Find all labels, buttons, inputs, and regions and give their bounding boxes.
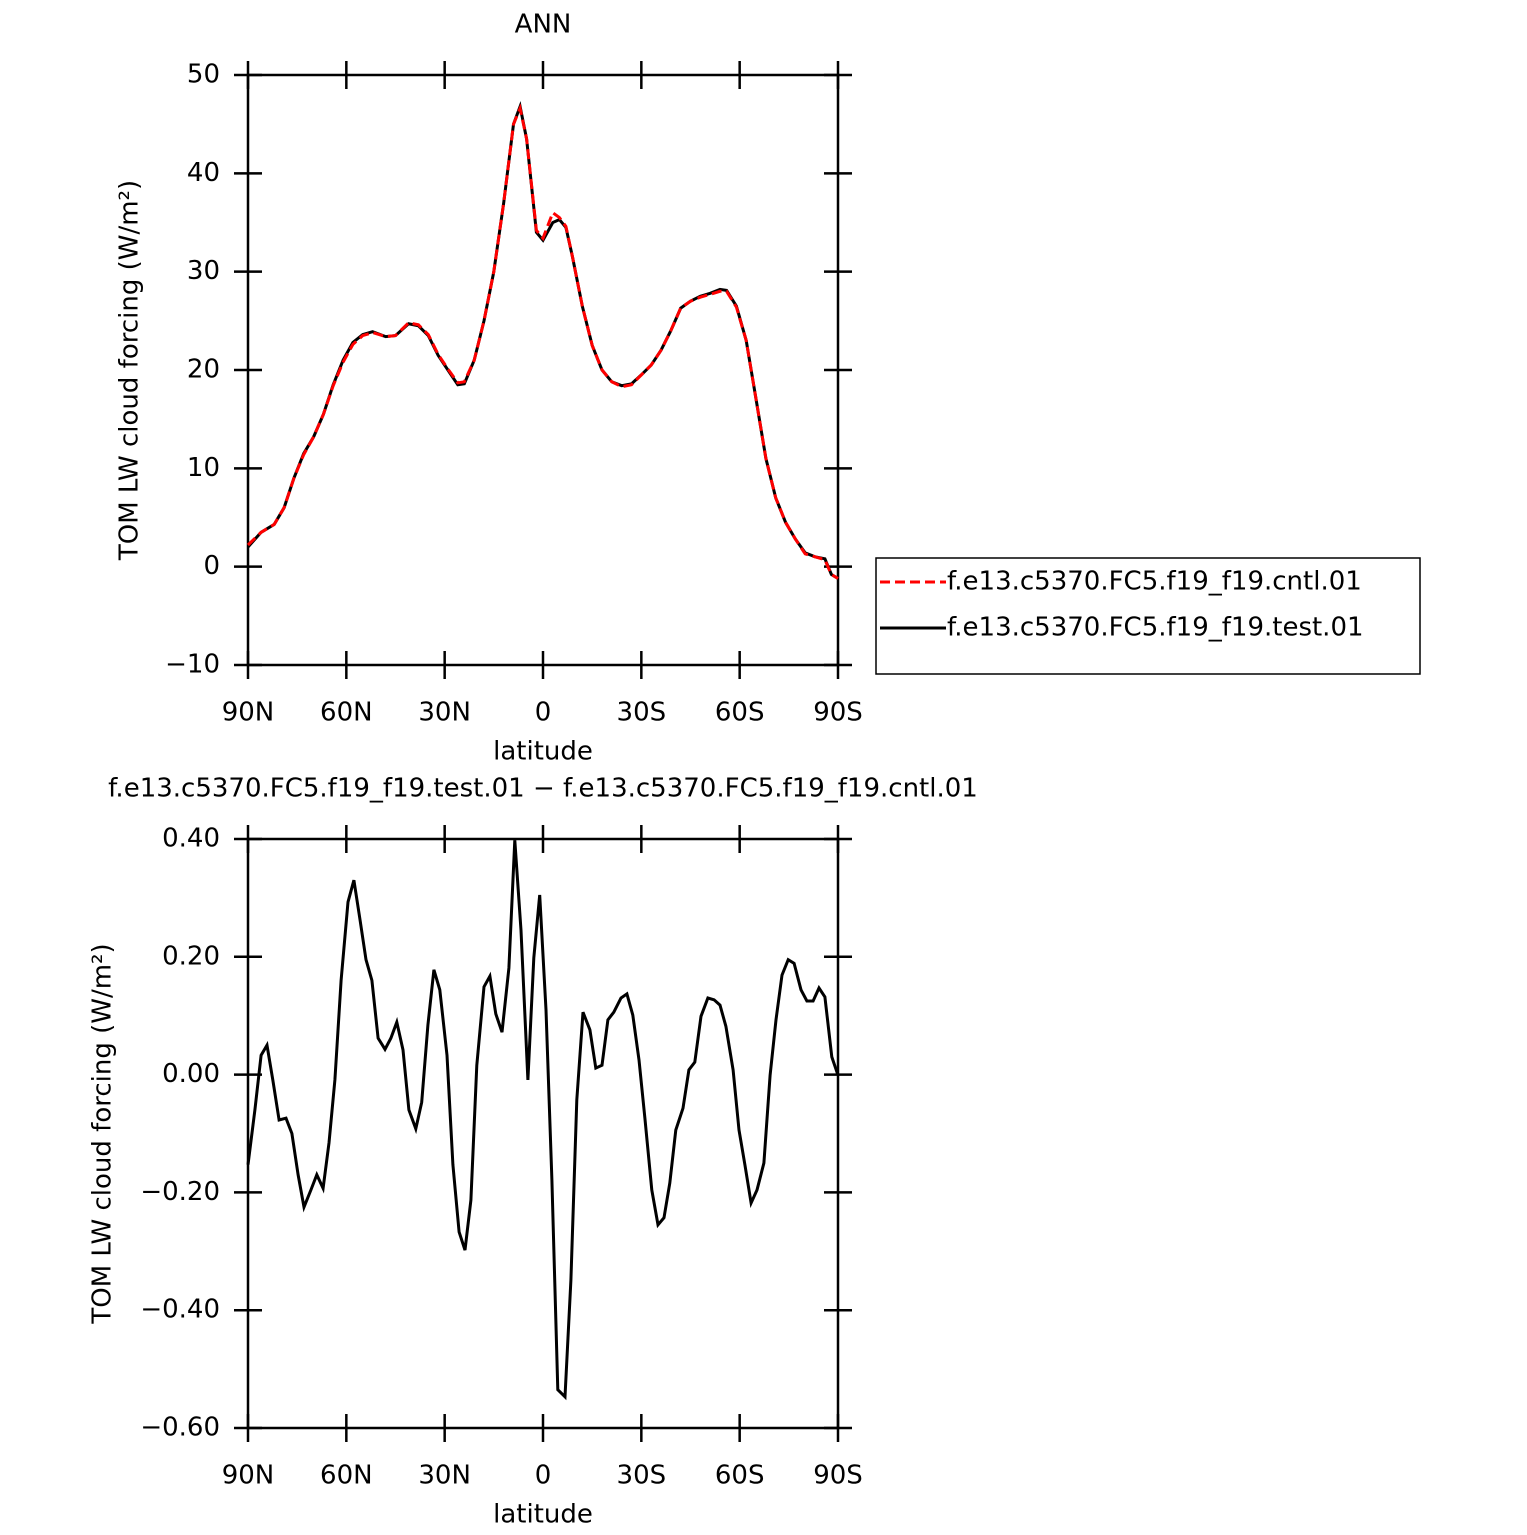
y-tick-label: −0.20 (140, 1177, 220, 1207)
y-tick-label: 30 (187, 256, 220, 286)
y-tick-label: −10 (165, 650, 220, 680)
x-tick-label: 90N (222, 698, 275, 728)
legend: f.e13.c5370.FC5.f19_f19.cntl.01 f.e13.c53… (875, 557, 1421, 675)
x-tick-label: 30S (617, 1461, 667, 1491)
y-tick-label: 50 (187, 60, 220, 90)
y-axis-label: TOM LW cloud forcing (W/m²) (88, 943, 118, 1324)
x-tick-label: 60N (320, 698, 373, 728)
x-tick-label: 30N (418, 1461, 471, 1491)
x-tick-label: 30S (617, 698, 667, 728)
y-tick-label: −0.40 (140, 1295, 220, 1325)
plot-frame (246, 837, 840, 1430)
y-tick-label: 0.00 (162, 1059, 220, 1089)
data-line (246, 840, 840, 1401)
y-tick-label: 40 (187, 158, 220, 188)
x-tick-label: 60S (715, 698, 765, 728)
y-tick-label: −0.60 (140, 1413, 220, 1443)
panel: ANN latitude TOM LW cloud forcing (W/m²) −1… (115, 10, 1421, 767)
legend-box (875, 557, 1421, 675)
x-tick-label: 90N (222, 1461, 275, 1491)
data-line (246, 103, 839, 580)
plot-frame (246, 73, 840, 667)
legend-label: f.e13.c5370.FC5.f19_f19.cntl.01 (947, 567, 1362, 597)
y-axis-label: TOM LW cloud forcing (W/m²) (115, 180, 145, 561)
x-axis-label: latitude (493, 737, 593, 767)
x-tick-label: 0 (535, 698, 552, 728)
panel: f.e13.c5370.FC5.f19_f19.test.01 − f.e13.… (88, 774, 978, 1530)
y-tick-label: 10 (187, 453, 220, 483)
y-tick-label: 0.40 (162, 824, 220, 854)
chart-title: ANN (515, 10, 572, 40)
y-tick-label: 0.20 (162, 941, 220, 971)
data-line (246, 101, 839, 580)
x-tick-label: 30N (418, 698, 471, 728)
chart-title: f.e13.c5370.FC5.f19_f19.test.01 − f.e13.… (108, 774, 978, 804)
x-tick-label: 90S (813, 698, 863, 728)
y-tick-label: 0 (203, 551, 220, 581)
x-tick-label: 60N (320, 1461, 373, 1491)
x-tick-label: 90S (813, 1461, 863, 1491)
y-tick-label: 20 (187, 355, 220, 385)
x-tick-label: 60S (715, 1461, 765, 1491)
legend-label: f.e13.c5370.FC5.f19_f19.test.01 (947, 613, 1364, 643)
x-tick-label: 0 (535, 1461, 552, 1491)
x-axis-label: latitude (493, 1500, 593, 1530)
